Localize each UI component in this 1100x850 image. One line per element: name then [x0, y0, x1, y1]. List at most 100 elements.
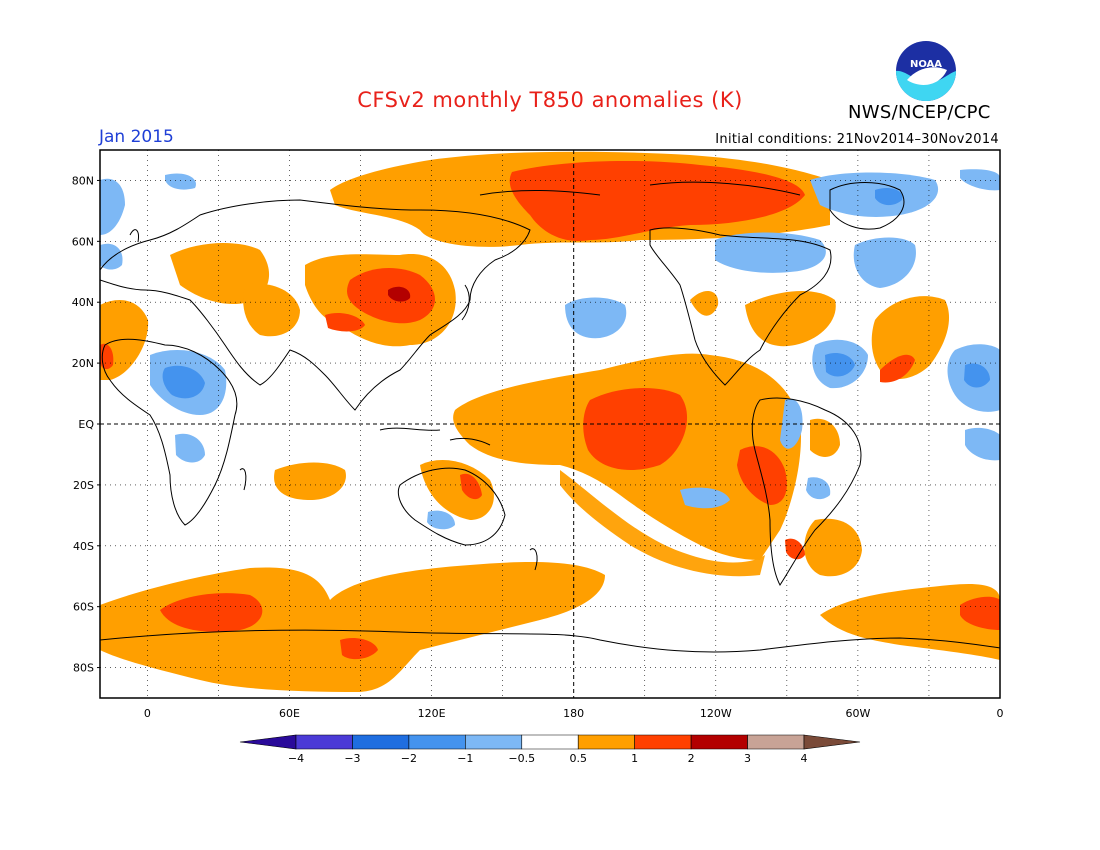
- legend-max-arrow: [803, 734, 861, 750]
- greenland-outline: [829, 182, 905, 230]
- map-area: [100, 150, 1000, 698]
- graticule: [100, 150, 1000, 698]
- coastlines: [100, 181, 1000, 653]
- legend-color-box: [295, 734, 353, 750]
- agency-label: NWS/NCEP/CPC: [848, 102, 991, 123]
- asia-strong-warm-small: [325, 313, 365, 332]
- legend-color-box: [634, 734, 692, 750]
- australia-strong: [460, 473, 482, 500]
- greenland-strong-cool: [875, 188, 903, 206]
- latitude-label: EQ: [78, 418, 94, 431]
- africa-outline: [101, 338, 238, 526]
- latitude-label: 20N: [72, 357, 94, 370]
- legend-tick-label: −4: [288, 752, 304, 765]
- atlantic-warm-north: [745, 290, 836, 347]
- initial-conditions: Initial conditions: 21Nov2014–30Nov2014: [715, 132, 999, 147]
- legend-tick-label: −1: [457, 752, 473, 765]
- latitude-label: 40N: [72, 296, 94, 309]
- patagonia-strong: [785, 538, 805, 560]
- europe-cool: [100, 178, 125, 235]
- latitude-label: 80S: [73, 662, 94, 675]
- longitude-label: 180: [563, 707, 584, 720]
- southern-ocean-east-warm: [820, 583, 1000, 660]
- south-america-cool: [806, 477, 831, 500]
- south-america-warm: [810, 418, 840, 457]
- longitude-label: 0: [144, 707, 151, 720]
- legend-color-box: [352, 734, 410, 750]
- longitude-label: 60E: [279, 707, 300, 720]
- longitude-labels: 0 60E 120E 180 120W 60W 0: [144, 707, 1004, 720]
- legend-tick-label: 0.5: [569, 752, 587, 765]
- amazon-cool: [780, 398, 803, 449]
- south-africa-cool: [175, 433, 205, 463]
- asia-very-warm: [388, 286, 411, 302]
- australia-outline: [397, 467, 506, 546]
- anomaly-strong-cool-shading: [162, 188, 990, 399]
- legend-tick-label: 3: [744, 752, 751, 765]
- latitude-labels: 80N 60N 40N 20N EQ 20S 40S 60S 80S: [72, 174, 100, 675]
- legend-color-box: [747, 734, 805, 750]
- east-pacific-warm: [690, 290, 719, 316]
- forecast-month: Jan 2015: [99, 127, 174, 147]
- tropical-atlantic-strong-cool: [825, 353, 855, 377]
- north-america-outline: [649, 227, 832, 386]
- latitude-label: 40S: [73, 540, 94, 553]
- south-pacific-warm-arm: [560, 470, 765, 577]
- latitude-label: 80N: [72, 174, 94, 187]
- southern-ocean-east-strong: [960, 596, 1000, 630]
- legend-tick-label: −3: [344, 752, 360, 765]
- europe-warm-blob: [243, 283, 300, 337]
- figure-title: CFSv2 monthly T850 anomalies (K): [357, 88, 743, 112]
- indonesia-outline: [379, 427, 491, 446]
- greenland-cool: [810, 172, 939, 217]
- madagascar-outline: [239, 468, 247, 491]
- siberia-cool: [165, 173, 196, 190]
- south-atlantic-warm: [804, 518, 862, 577]
- tropical-pacific-strong: [583, 388, 688, 470]
- latitude-label: 20S: [73, 479, 94, 492]
- arctic-islands-outline: [479, 181, 801, 196]
- longitude-label: 60W: [845, 707, 870, 720]
- east-atlantic-strong-cool: [964, 363, 990, 388]
- longitude-label: 0: [997, 707, 1004, 720]
- noaa-logo: NOAA: [896, 41, 956, 101]
- legend-color-box: [521, 734, 579, 750]
- legend-color-box: [408, 734, 466, 750]
- latitude-label: 60N: [72, 235, 94, 248]
- north-pacific-cool: [565, 297, 627, 339]
- north-atlantic-cool: [853, 237, 916, 288]
- south-america-outline: [751, 397, 862, 586]
- north-america-cool: [715, 232, 826, 273]
- legend-color-box: [465, 734, 523, 750]
- legend-color-box: [577, 734, 635, 750]
- new-zealand-outline: [529, 548, 538, 571]
- africa-strong-cool: [162, 365, 205, 399]
- south-pacific-cool: [680, 487, 730, 509]
- legend-tick-label: −2: [401, 752, 417, 765]
- australia-cool: [427, 510, 455, 530]
- indian-ocean-warm: [274, 462, 346, 500]
- legend-tick-label: −0.5: [508, 752, 535, 765]
- antarctic-strong: [340, 638, 378, 660]
- legend-tick-label: 1: [631, 752, 638, 765]
- legend-color-box: [690, 734, 748, 750]
- anomaly-strong-warm-shading: [100, 160, 1000, 660]
- antarctica-outline: [100, 629, 1000, 653]
- longitude-label: 120E: [418, 707, 446, 720]
- legend-min-arrow: [239, 734, 297, 750]
- arctic-east-cool: [960, 169, 1000, 191]
- eurasia-outline: [100, 199, 531, 411]
- noaa-logo-text: NOAA: [910, 59, 942, 70]
- legend-tick-label: 2: [688, 752, 695, 765]
- legend-tick-label: 4: [801, 752, 808, 765]
- southern-indian-strong: [160, 593, 263, 632]
- longitude-label: 120W: [700, 707, 732, 720]
- arctic-strong-warm: [509, 160, 805, 241]
- latitude-label: 60S: [73, 601, 94, 614]
- uk-outline: [129, 229, 139, 243]
- japan-outline: [461, 284, 470, 321]
- atlantic-strong: [880, 354, 915, 383]
- atlantic-warm-east: [871, 296, 950, 380]
- east-hemisphere-edge-cool: [965, 427, 1000, 461]
